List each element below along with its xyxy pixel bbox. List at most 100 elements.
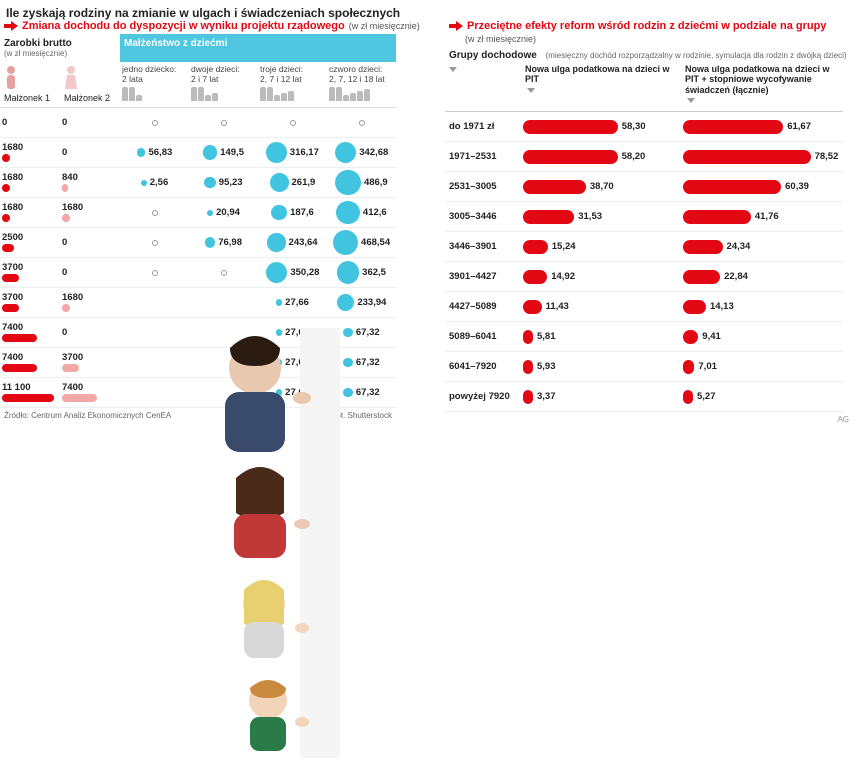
spouse1-cell: 0 — [0, 108, 60, 138]
groups-head: Grupy dochodowe — [445, 44, 539, 61]
arrow-right-icon — [449, 20, 463, 32]
bubble-cell: 20,94 — [189, 198, 258, 228]
bubble-cell: 149,5 — [189, 138, 258, 168]
bubble-cell — [327, 108, 396, 138]
spouse1-cell: 3700 — [0, 258, 60, 288]
bubble-cell: 2,56 — [120, 168, 189, 198]
bubble-cell: 27,66 — [258, 378, 327, 408]
spouse2-cell: 840 — [60, 168, 120, 198]
bubble-cell: 261,9 — [258, 168, 327, 198]
bar-cell-b: 14,13 — [683, 292, 843, 322]
photo-credit: Fot. Shutterstock — [332, 411, 392, 420]
bubble-cell — [189, 288, 258, 318]
source-text: Źródło: Centrum Analiz Ekonomicznych Cen… — [4, 411, 171, 420]
bubble-cell: 27,66 — [258, 288, 327, 318]
bubble-cell: 243,64 — [258, 228, 327, 258]
bubble-cell: 342,68 — [327, 138, 396, 168]
right-title-row: Przeciętne efekty reform wśród rodzin z … — [445, 18, 855, 34]
bubble-cell: 67,32 — [327, 378, 396, 408]
right-title: Przeciętne efekty reform wśród rodzin z … — [467, 20, 826, 32]
group-label: 5089–6041 — [445, 322, 523, 352]
bar-cell-a: 5,81 — [523, 322, 683, 352]
left-title-row: Zmiana dochodu do dyspozycji w wyniku pr… — [0, 18, 420, 34]
right-col1-hdr: Nowa ulga podatkowa na dzieci w PIT — [523, 61, 683, 112]
bubble-cell — [120, 198, 189, 228]
bubble-cell: 412,6 — [327, 198, 396, 228]
bubble-cell: 350,28 — [258, 258, 327, 288]
group-label: 3446–3901 — [445, 232, 523, 262]
bubble-cell — [120, 318, 189, 348]
child-col-header: troje dzieci:2, 7 i 12 lat — [258, 62, 327, 108]
spouse2-label: Małżonek 2 — [60, 62, 120, 108]
left-title: Zmiana dochodu do dyspozycji w wyniku pr… — [22, 20, 345, 32]
bar-cell-b: 41,76 — [683, 202, 843, 232]
spouse1-cell: 7400 — [0, 348, 60, 378]
spouse1-cell: 1680 — [0, 168, 60, 198]
left-panel: Zmiana dochodu do dyspozycji w wyniku pr… — [0, 18, 420, 423]
group-label: 2531–3005 — [445, 172, 523, 202]
group-label: do 1971 zł — [445, 112, 523, 142]
spouse1-cell: 3700 — [0, 288, 60, 318]
earnings-sub: (w zł miesięcznie) — [0, 49, 120, 62]
bar-cell-a: 14,92 — [523, 262, 683, 292]
bubble-cell: 486,9 — [327, 168, 396, 198]
spouse2-cell: 0 — [60, 318, 120, 348]
spouse2-cell: 0 — [60, 138, 120, 168]
spouse2-cell: 0 — [60, 258, 120, 288]
spouse2-cell: 0 — [60, 108, 120, 138]
spouse1-cell: 7400 — [0, 318, 60, 348]
bar-cell-b: 61,67 — [683, 112, 843, 142]
bar-cell-b: 24,34 — [683, 232, 843, 262]
bubble-cell: 67,32 — [327, 318, 396, 348]
right-col2-hdr: Nowa ulga podatkowa na dzieci w PIT + st… — [683, 61, 843, 112]
bar-cell-a: 58,30 — [523, 112, 683, 142]
right-sig: AG — [445, 412, 855, 427]
bar-cell-b: 60,39 — [683, 172, 843, 202]
group-label: 3005–3446 — [445, 202, 523, 232]
bubble-cell — [189, 318, 258, 348]
bar-cell-a: 3,37 — [523, 382, 683, 412]
group-label: 1971–2531 — [445, 142, 523, 172]
spouse2-cell: 7400 — [60, 378, 120, 408]
bubble-cell — [120, 348, 189, 378]
bubble-cell: 67,32 — [327, 348, 396, 378]
bubble-cell — [189, 378, 258, 408]
bubble-cell: 362,5 — [327, 258, 396, 288]
right-title-sub: (w zł miesięcznie) — [445, 34, 855, 44]
left-title-sub: (w zł miesięcznie) — [349, 21, 420, 31]
bubble-cell: 76,98 — [189, 228, 258, 258]
bar-cell-a: 38,70 — [523, 172, 683, 202]
bubble-cell — [120, 108, 189, 138]
bar-cell-a: 11,43 — [523, 292, 683, 322]
bubble-cell — [120, 258, 189, 288]
bubble-cell — [258, 108, 327, 138]
spouse2-cell: 1680 — [60, 198, 120, 228]
bubble-cell — [189, 348, 258, 378]
bar-cell-b: 78,52 — [683, 142, 843, 172]
spouse1-cell: 11 100 — [0, 378, 60, 408]
child-col-header: dwoje dzieci:2 i 7 lat — [189, 62, 258, 108]
right-panel: Przeciętne efekty reform wśród rodzin z … — [445, 18, 855, 427]
bubble-cell — [120, 288, 189, 318]
bar-cell-b: 9,41 — [683, 322, 843, 352]
left-footer: Źródło: Centrum Analiz Ekonomicznych Cen… — [0, 408, 396, 423]
bubble-cell: 233,94 — [327, 288, 396, 318]
bubble-cell: 468,54 — [327, 228, 396, 258]
spouse1-label: Małżonek 1 — [0, 62, 60, 108]
bubble-cell — [120, 378, 189, 408]
bar-cell-b: 7,01 — [683, 352, 843, 382]
group-label: 4427–5089 — [445, 292, 523, 322]
marriage-head: Małżeństwo z dziećmi — [120, 34, 396, 62]
earnings-head: Zarobki brutto — [0, 34, 120, 49]
bar-cell-a: 5,93 — [523, 352, 683, 382]
bubble-cell: 187,6 — [258, 198, 327, 228]
bubble-cell: 27,66 — [258, 348, 327, 378]
bar-cell-b: 5,27 — [683, 382, 843, 412]
arrow-right-icon — [4, 20, 18, 32]
bubble-cell — [189, 108, 258, 138]
bubble-cell — [189, 258, 258, 288]
spouse2-cell: 1680 — [60, 288, 120, 318]
bar-cell-a: 58,20 — [523, 142, 683, 172]
spouse2-cell: 0 — [60, 228, 120, 258]
left-grid: Małżonek 1Małżonek 2jedno dziecko:2 lata… — [0, 62, 420, 408]
